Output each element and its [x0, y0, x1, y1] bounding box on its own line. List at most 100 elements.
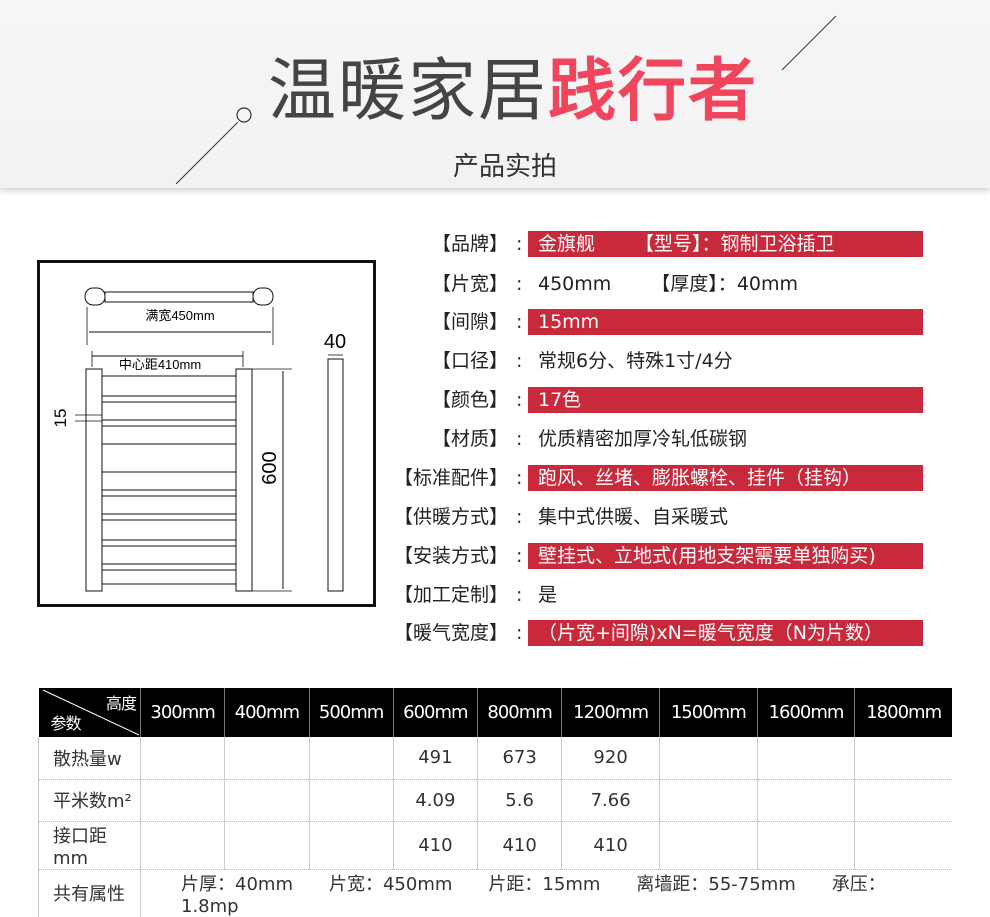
colon: : [516, 622, 523, 644]
width-value: 450mm [538, 273, 612, 295]
table-cell [756, 737, 855, 780]
model-label: 【型号】： [635, 233, 721, 255]
spec-table: 高度 参数 300mm 400mm 500mm 600mm 800mm 1200mm 150… [38, 688, 952, 917]
colon: : [516, 273, 523, 295]
colon: : [516, 389, 523, 411]
column-header: 1800mm [854, 688, 952, 737]
spec-label: 【口径】 [431, 350, 508, 372]
model-value: 钢制卫浴插卫 [720, 233, 835, 255]
page-title: 温暖家居践行者 [268, 52, 758, 132]
table-cell: 920 [561, 737, 660, 780]
table-cell: 673 [476, 737, 562, 780]
colon: : [516, 506, 523, 528]
gap-label: 15 [51, 409, 70, 428]
colon: : [516, 233, 523, 255]
colon: : [516, 467, 523, 489]
table-cell [854, 737, 952, 780]
table-row: 散热量w 491 673 920 [38, 737, 952, 780]
spec-value: 优质精密加厚冷轧低碳钢 [538, 428, 748, 450]
thickness-label: 【厚度】： [651, 273, 737, 295]
column-header: 1200mm [561, 688, 660, 737]
table-cell [308, 821, 394, 870]
colon: : [516, 584, 523, 606]
spec-value: 金旗舰 【型号】：钢制卫浴插卫 [528, 231, 923, 257]
table-cell [658, 821, 758, 870]
row-label: 平米数m² [38, 779, 141, 822]
spec-row: 【颜色】:17色 [0, 386, 990, 414]
spec-value: （片宽+间隙)xN=暖气宽度（N为片数） [528, 620, 923, 646]
dimension-diagram: 满宽450mm 中心距410mm 15 600 40 [37, 260, 376, 607]
row-label: 共有属性 [38, 869, 141, 917]
row-label: 散热量w [38, 737, 141, 780]
table-cell: 410 [392, 821, 478, 870]
thickness-value: 40mm [736, 273, 799, 295]
center-distance-label: 中心距410mm [119, 357, 201, 372]
table-cell [308, 737, 394, 780]
row-label: 接口距mm [38, 821, 141, 870]
table-cell: 410 [476, 821, 562, 870]
spec-value: 集中式供暖、自采暖式 [538, 506, 729, 528]
spec-label: 【加工定制】 [393, 584, 508, 606]
corner-top-label: 高度 [105, 694, 137, 713]
spec-value: 壁挂式、立地式(用地支架需要单独购买) [528, 543, 923, 569]
colon: : [516, 428, 523, 450]
title-light: 温暖家居 [268, 52, 549, 131]
table-cell: 410 [561, 821, 660, 870]
spec-row: 【安装方式】: 壁挂式、立地式(用地支架需要单独购买) [0, 542, 990, 570]
spec-row: 【口径】: 常规6分、特殊1寸/4分 [0, 347, 990, 375]
colon: : [516, 545, 523, 567]
table-cell: 7.66 [561, 779, 660, 822]
table-cell [854, 821, 952, 870]
shared-attribute: 片厚：40mm [181, 873, 293, 895]
column-header: 1500mm [658, 688, 758, 737]
table-cell [224, 737, 309, 780]
table-cell [139, 821, 225, 870]
table-cell [308, 779, 394, 822]
table-cell [658, 737, 758, 780]
spec-label: 【标准配件】 [393, 467, 508, 489]
spec-value: 17色 [528, 387, 923, 413]
table-cell [224, 779, 309, 822]
spec-row: 【标准配件】: 跑风、丝堵、膨胀螺栓、挂件（挂钩） [0, 464, 990, 492]
corner-header: 高度 参数 [38, 688, 141, 737]
spec-label: 【安装方式】 [393, 545, 508, 567]
corner-bottom-label: 参数 [50, 714, 82, 733]
shared-attributes: 片厚：40mm 片宽：450mm 片距：15mm 离墙距：55-75mm 承压：1.8m… [140, 869, 952, 917]
spec-row: 【材质】: 优质精密加厚冷轧低碳钢 [0, 425, 990, 453]
spec-label: 【片宽】 [431, 273, 508, 295]
table-row: 平米数m² 4.09 5.6 7.66 [38, 779, 952, 822]
spec-label: 【供暖方式】 [393, 506, 508, 528]
shared-attribute: 离墙距：55-75mm [636, 873, 796, 895]
spec-row: 【加工定制】: 是 [0, 581, 990, 609]
spec-row: 【供暖方式】: 集中式供暖、自采暖式 [0, 503, 990, 531]
table-cell [139, 737, 225, 780]
spec-label: 【品牌】 [431, 233, 508, 255]
shared-attributes-row: 共有属性 片厚：40mm 片宽：450mm 片距：15mm 离墙距：55-75mm 承压：… [38, 869, 952, 917]
height-label: 600 [259, 451, 281, 484]
spec-label: 【暖气宽度】 [393, 622, 508, 644]
column-header: 800mm [476, 688, 562, 737]
spec-value: 常规6分、特殊1寸/4分 [538, 350, 733, 372]
table-cell: 4.09 [392, 779, 478, 822]
spec-row: 【片宽】:450mm 【厚度】：40mm [0, 270, 990, 298]
colon: : [516, 311, 523, 333]
spec-label: 【颜色】 [431, 389, 508, 411]
decorative-lines [175, 15, 837, 185]
spec-value: 是 [538, 584, 558, 606]
spec-label: 【间隙】 [431, 311, 508, 333]
brand-value: 金旗舰 [538, 233, 596, 255]
shared-attribute: 片宽：450mm [328, 873, 453, 895]
column-header: 400mm [224, 688, 309, 737]
table-cell [756, 821, 855, 870]
page-subtitle: 产品实拍 [452, 152, 557, 182]
table-cell: 5.6 [476, 779, 562, 822]
colon: : [516, 350, 523, 372]
table-cell [756, 779, 855, 822]
table-cell [854, 779, 952, 822]
table-cell [224, 821, 309, 870]
full-width-label: 满宽450mm [145, 308, 214, 323]
table-cell [658, 779, 758, 822]
spec-value: 15mm [528, 309, 923, 335]
column-header: 300mm [139, 688, 225, 737]
title-bold: 践行者 [548, 52, 759, 131]
